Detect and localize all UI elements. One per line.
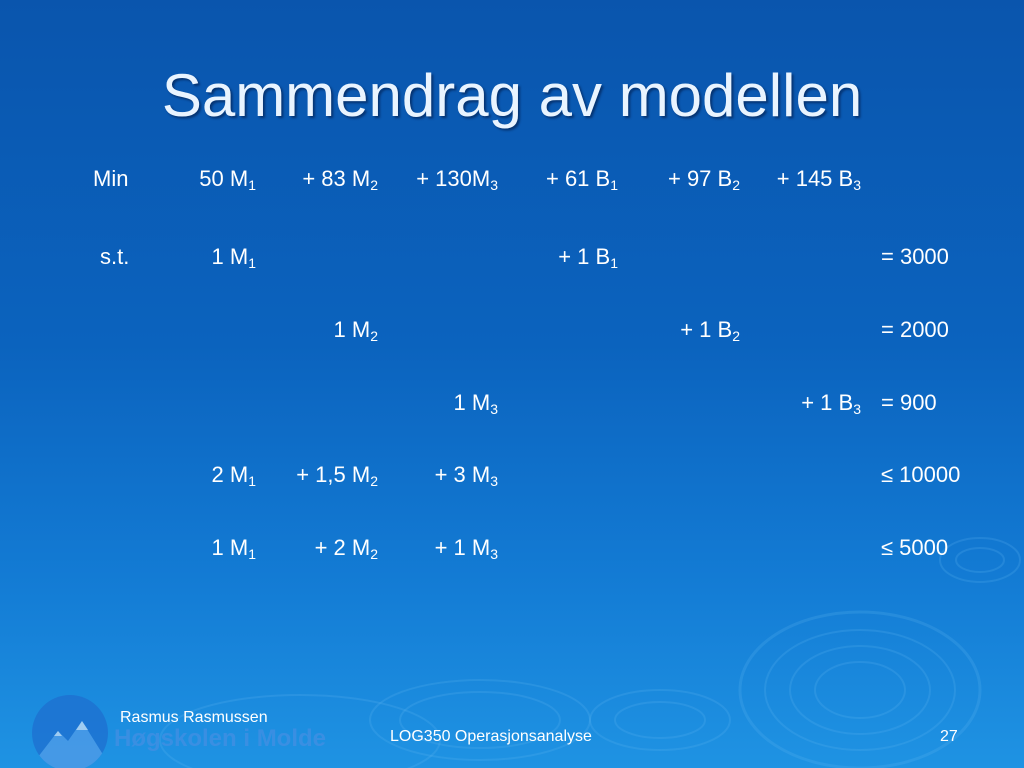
objective-term-m2: + 83 M2	[302, 166, 378, 193]
constraint-4-term-m1: 2 M1	[211, 462, 256, 489]
slide-title: Sammendrag av modellen	[161, 62, 863, 129]
footer-course: LOG350 Operasjonsanalyse	[390, 728, 592, 745]
objective-term-b3: + 145 B3	[776, 166, 861, 193]
constraint-1-term-m1: 1 M1	[211, 244, 256, 271]
constraint-2-rhs: = 2000	[881, 317, 949, 342]
constraint-4-term-m3: + 3 M3	[434, 462, 498, 489]
institution-logo-text: Høgskolen i Molde	[114, 725, 327, 752]
school-logo-icon	[32, 695, 108, 768]
objective-term-m1: 50 M1	[199, 166, 256, 193]
constraint-2-term-b2: + 1 B2	[680, 317, 740, 344]
constraint-4-rhs: ≤ 10000	[881, 462, 961, 487]
constraint-3-term-b3: + 1 B3	[801, 390, 861, 417]
footer-author: Rasmus Rasmussen	[120, 709, 268, 726]
constraint-1-term-b1: + 1 B1	[558, 244, 618, 271]
constraint-1-rhs: = 3000	[881, 244, 949, 269]
objective-term-m3: + 130M3	[416, 166, 498, 193]
objective-term-b1: + 61 B1	[545, 166, 618, 193]
objective-term-b2: + 97 B2	[667, 166, 740, 193]
constraint-3-rhs: = 900	[881, 390, 937, 415]
constraint-label: s.t.	[100, 244, 130, 269]
constraint-5-term-m2: + 2 M2	[314, 535, 378, 562]
objective-label: Min	[93, 166, 129, 191]
constraint-5-term-m3: + 1 M3	[434, 535, 498, 562]
page-number: 27	[940, 728, 958, 745]
constraint-5-term-m1: 1 M1	[211, 535, 256, 562]
constraint-3-term-m3: 1 M3	[453, 390, 498, 417]
constraint-2-term-m2: 1 M2	[333, 317, 378, 344]
constraint-5-rhs: ≤ 5000	[881, 535, 949, 560]
constraint-4-term-m2: + 1,5 M2	[296, 462, 378, 489]
